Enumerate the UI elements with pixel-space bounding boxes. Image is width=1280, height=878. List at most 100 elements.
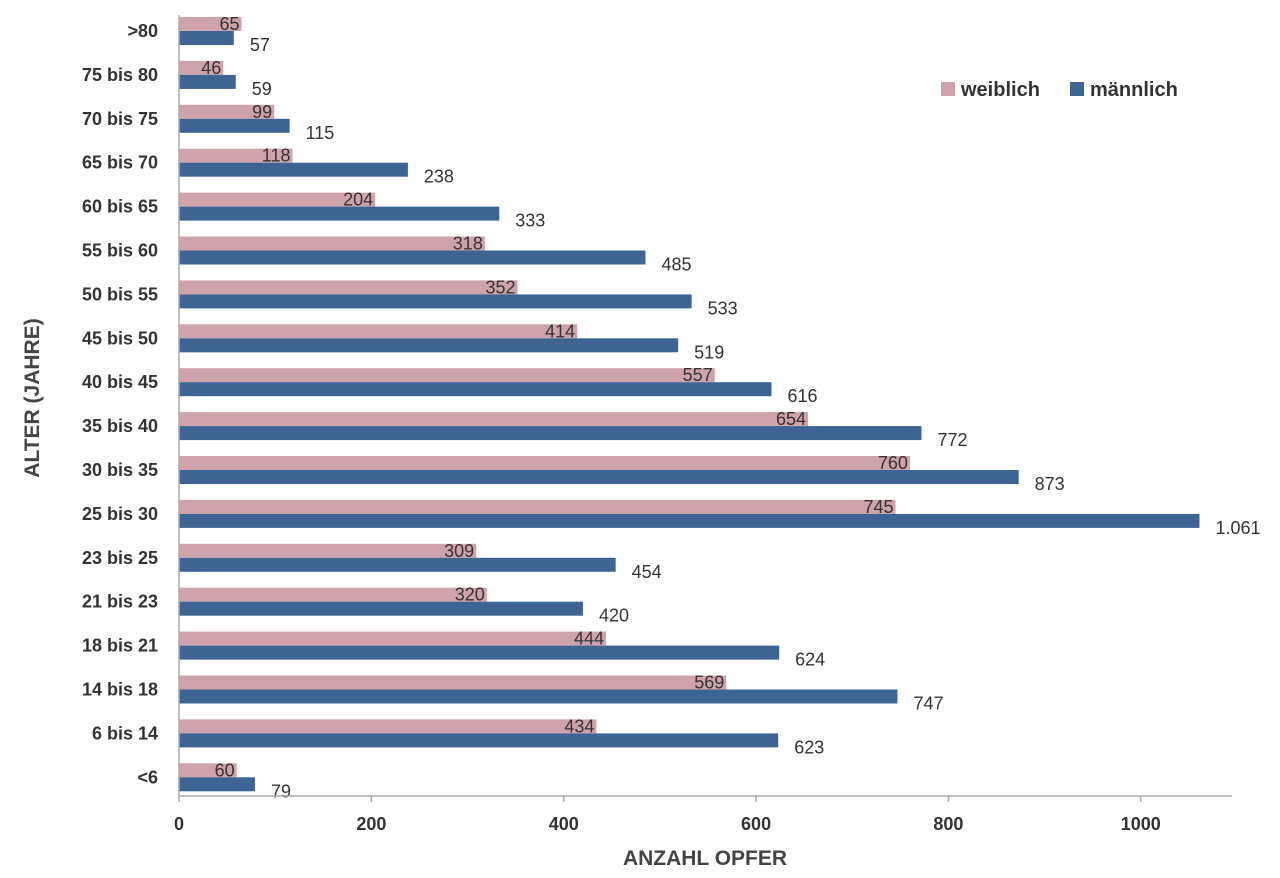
data-label-maennlich-14-bis-18: 747 [913, 694, 943, 714]
bar-weiblich-65-bis-70 [179, 148, 293, 163]
legend: weiblich männlich [941, 79, 1178, 101]
bar-maennlich-30-bis-35 [179, 470, 1019, 484]
legend-label-maennlich: männlich [1090, 79, 1178, 101]
y-tick-label-23-bis-25: 23 bis 25 [82, 548, 158, 568]
x-axis-title: ANZAHL OPFER [623, 847, 787, 870]
bars-layer [179, 17, 1200, 792]
data-label-maennlich-18-bis-21: 624 [795, 650, 825, 670]
y-tick-label-gt-80: >80 [127, 21, 158, 41]
x-tick-label-800: 800 [933, 814, 963, 834]
bar-maennlich-14-bis-18 [179, 689, 898, 704]
bar-weiblich-14-bis-18 [179, 675, 727, 690]
data-label-weiblich-21-bis-23: 320 [455, 585, 485, 605]
bar-weiblich-25-bis-30 [179, 499, 896, 514]
bar-weiblich-60-bis-65 [179, 192, 376, 207]
x-tick-label-0: 0 [174, 814, 184, 834]
y-tick-label-55-bis-60: 55 bis 60 [82, 241, 158, 261]
bar-weiblich-30-bis-35 [179, 456, 910, 470]
data-label-weiblich-6-bis-14: 434 [564, 716, 594, 736]
data-label-weiblich-14-bis-18: 569 [694, 673, 724, 693]
bar-maennlich-45-bis-50 [179, 338, 679, 353]
bar-weiblich-18-bis-21 [179, 631, 607, 646]
x-ticks-layer: 0 200 400 600 800 1000 [174, 796, 1161, 834]
data-label-maennlich-35-bis-40: 772 [938, 430, 968, 450]
bar-weiblich-gt-80 [179, 17, 242, 31]
data-label-weiblich-30-bis-35: 760 [878, 453, 908, 473]
data-label-maennlich-65-bis-70: 238 [424, 167, 454, 187]
bar-maennlich-6-bis-14 [179, 733, 779, 748]
data-label-weiblich-45-bis-50: 414 [545, 321, 575, 341]
data-label-weiblich-gt-80: 65 [219, 14, 239, 34]
data-label-maennlich-45-bis-50: 519 [694, 342, 724, 362]
y-tick-label-30-bis-35: 30 bis 35 [82, 460, 158, 480]
bar-maennlich-gt-80 [179, 31, 234, 45]
data-label-maennlich-lt-6: 79 [271, 781, 291, 801]
bar-weiblich-35-bis-40 [179, 412, 809, 427]
y-tick-label-18-bis-21: 18 bis 21 [82, 636, 158, 656]
bar-weiblich-23-bis-25 [179, 543, 477, 558]
bar-maennlich-21-bis-23 [179, 601, 583, 616]
data-label-maennlich-50-bis-55: 533 [708, 298, 738, 318]
bar-maennlich-55-bis-60 [179, 250, 646, 265]
x-tick-label-200: 200 [356, 814, 386, 834]
bar-maennlich-25-bis-30 [179, 513, 1200, 528]
bar-weiblich-50-bis-55 [179, 280, 518, 295]
y-tick-label-60-bis-65: 60 bis 65 [82, 197, 158, 217]
data-label-maennlich-55-bis-60: 485 [661, 255, 691, 275]
y-tick-label-6-bis-14: 6 bis 14 [92, 723, 158, 743]
data-label-weiblich-70-bis-75: 99 [252, 102, 272, 122]
bar-maennlich-50-bis-55 [179, 294, 692, 309]
data-label-weiblich-75-bis-80: 46 [201, 58, 221, 78]
data-label-weiblich-50-bis-55: 352 [486, 277, 516, 297]
bar-weiblich-40-bis-45 [179, 368, 715, 383]
legend-label-weiblich: weiblich [960, 79, 1040, 101]
legend-swatch-weiblich [941, 82, 955, 96]
data-label-maennlich-gt-80: 57 [250, 35, 270, 55]
bar-weiblich-6-bis-14 [179, 719, 597, 734]
data-label-maennlich-23-bis-25: 454 [632, 562, 662, 582]
y-tick-label-75-bis-80: 75 bis 80 [82, 65, 158, 85]
bar-weiblich-21-bis-23 [179, 587, 487, 602]
bar-maennlich-70-bis-75 [179, 118, 290, 133]
data-label-weiblich-60-bis-65: 204 [343, 190, 373, 210]
data-label-weiblich-40-bis-45: 557 [683, 365, 713, 385]
y-ticks-layer: >80 75 bis 80 70 bis 75 65 bis 70 60 bis 65 5… [82, 21, 158, 787]
x-tick-label-1000: 1000 [1121, 814, 1161, 834]
y-tick-label-70-bis-75: 70 bis 75 [82, 109, 158, 129]
bar-maennlich-35-bis-40 [179, 426, 922, 441]
y-axis-title: ALTER (JAHRE) [21, 318, 44, 477]
bar-maennlich-23-bis-25 [179, 557, 616, 572]
bar-weiblich-45-bis-50 [179, 324, 578, 339]
data-label-maennlich-25-bis-30: 1.061 [1215, 518, 1260, 538]
y-tick-label-40-bis-45: 40 bis 45 [82, 372, 158, 392]
data-label-weiblich-55-bis-60: 318 [453, 234, 483, 254]
y-tick-label-14-bis-18: 14 bis 18 [82, 680, 158, 700]
y-tick-label-21-bis-23: 21 bis 23 [82, 592, 158, 612]
data-label-maennlich-21-bis-23: 420 [599, 606, 629, 626]
data-label-maennlich-40-bis-45: 616 [787, 386, 817, 406]
data-label-maennlich-75-bis-80: 59 [252, 79, 272, 99]
bar-weiblich-75-bis-80 [179, 60, 224, 75]
data-label-weiblich-65-bis-70: 118 [262, 146, 291, 166]
bar-weiblich-70-bis-75 [179, 104, 275, 119]
bar-weiblich-lt-6 [179, 763, 237, 778]
bar-maennlich-lt-6 [179, 777, 255, 792]
data-label-weiblich-25-bis-30: 745 [863, 497, 893, 517]
y-tick-label-65-bis-70: 65 bis 70 [82, 153, 158, 173]
data-label-weiblich-lt-6: 60 [215, 760, 235, 780]
y-tick-label-50-bis-55: 50 bis 55 [82, 284, 158, 304]
bar-maennlich-18-bis-21 [179, 645, 780, 660]
legend-swatch-maennlich [1070, 82, 1084, 96]
data-label-maennlich-70-bis-75: 115 [306, 123, 335, 143]
data-label-maennlich-6-bis-14: 623 [794, 737, 824, 757]
bar-maennlich-60-bis-65 [179, 206, 500, 221]
y-tick-label-45-bis-50: 45 bis 50 [82, 328, 158, 348]
data-label-weiblich-18-bis-21: 444 [574, 629, 604, 649]
data-label-maennlich-30-bis-35: 873 [1035, 474, 1065, 494]
data-label-maennlich-60-bis-65: 333 [515, 211, 545, 231]
bar-weiblich-55-bis-60 [179, 236, 485, 251]
y-tick-label-25-bis-30: 25 bis 30 [82, 504, 158, 524]
bar-maennlich-75-bis-80 [179, 74, 236, 89]
data-label-weiblich-23-bis-25: 309 [444, 541, 474, 561]
